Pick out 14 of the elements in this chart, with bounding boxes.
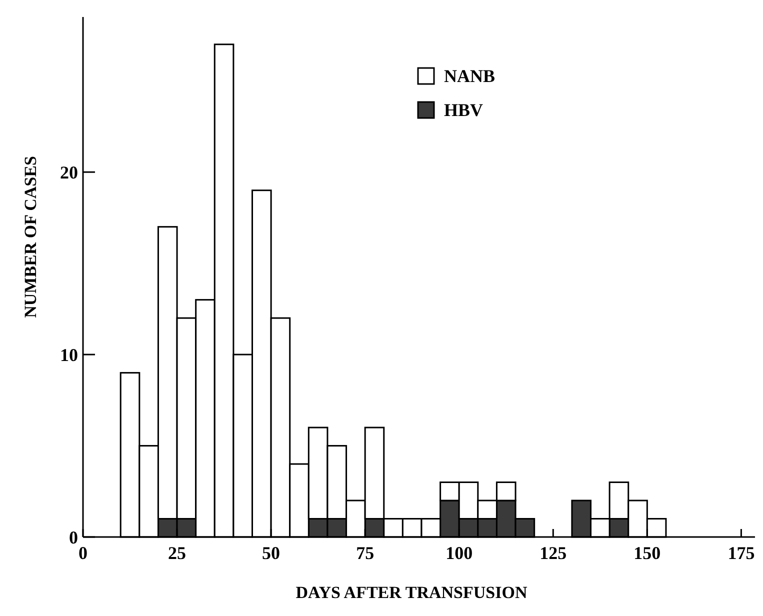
y-tick-label: 20 xyxy=(60,162,78,182)
x-tick-label: 175 xyxy=(728,543,755,563)
x-tick-label: 100 xyxy=(446,543,473,563)
x-tick-label: 125 xyxy=(540,543,567,563)
x-tick-label: 75 xyxy=(356,543,374,563)
y-axis-title: NUMBER OF CASES xyxy=(21,156,40,318)
y-tick-label: 0 xyxy=(69,527,78,548)
x-tick-label: 25 xyxy=(168,543,186,563)
x-tick-label: 150 xyxy=(634,543,661,563)
legend-label: NANB xyxy=(444,66,496,86)
x-tick-label: 50 xyxy=(262,543,280,563)
x-axis-title: DAYS AFTER TRANSFUSION xyxy=(296,583,528,602)
y-tick-label: 10 xyxy=(60,344,78,365)
legend-label: HBV xyxy=(444,100,484,120)
